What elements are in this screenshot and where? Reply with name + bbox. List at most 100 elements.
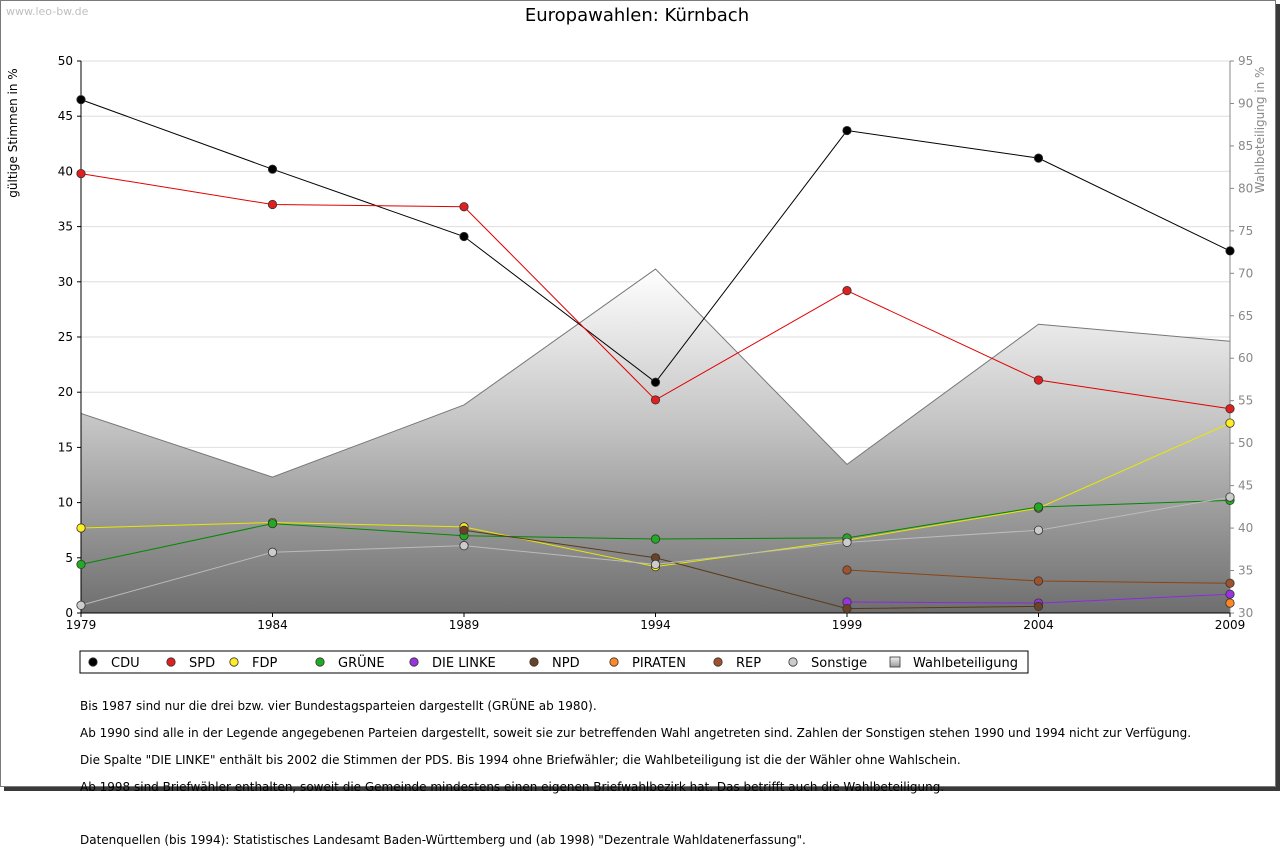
y2-tick-label: 35 xyxy=(1238,564,1253,578)
y2-tick-label: 40 xyxy=(1238,521,1253,535)
data-point-gr-ne xyxy=(650,534,661,544)
data-point-sonstige xyxy=(650,559,661,570)
data-point-sonstige xyxy=(459,541,469,551)
y2-tick-label: 55 xyxy=(1238,394,1253,408)
note-line: Ab 1998 sind Briefwähler enthalten, sowe… xyxy=(80,779,945,794)
y-tick-label: 35 xyxy=(58,220,73,234)
x-tick-label: 1979 xyxy=(66,618,97,632)
legend-label-die-linke: DIE LINKE xyxy=(432,656,496,671)
data-point-spd xyxy=(1225,404,1235,414)
x-tick-label: 2009 xyxy=(1215,618,1246,632)
data-point-sonstige xyxy=(267,547,278,557)
x-tick-label: 1999 xyxy=(832,618,863,632)
y-tick-label: 10 xyxy=(58,496,73,510)
y-tick-label: 15 xyxy=(58,440,73,454)
data-point-npd xyxy=(1033,601,1044,611)
x-tick-label: 1989 xyxy=(449,618,480,632)
chart: www.leo-bw.de Europawahlen: Kürnbach 0 5 1… xyxy=(6,5,1267,674)
data-point-spd xyxy=(650,395,661,405)
y-tick-label: 25 xyxy=(58,330,73,344)
legend-swatch-die-linke xyxy=(409,657,419,667)
notes: Bis 1987 sind nur die drei bzw. vier Bun… xyxy=(80,687,1260,861)
y-tick-label: 5 xyxy=(65,551,73,565)
x-tick-label: 1994 xyxy=(640,618,671,632)
legend-swatch-piraten xyxy=(609,657,619,667)
y2-tick-label: 30 xyxy=(1238,606,1253,620)
legend-swatch-wahlbeteiligung xyxy=(889,656,901,668)
legend-swatch-sonstige xyxy=(788,657,798,667)
data-point-cdu xyxy=(459,231,469,242)
data-point-spd xyxy=(1033,375,1044,385)
data-point-npd xyxy=(459,525,469,535)
data-point-spd xyxy=(76,169,86,179)
data-point-cdu xyxy=(1225,246,1235,256)
axes: 0 5 10 15 20 25 30 35 40 45 50 30 35 40 45 50 55 60 65 70 75… xyxy=(58,54,1254,632)
y2-tick-label: 50 xyxy=(1238,436,1253,450)
y2-tick-label: 85 xyxy=(1238,139,1253,153)
y-tick-label: 20 xyxy=(58,385,73,399)
y-tick-label: 45 xyxy=(58,109,73,123)
data-point-sonstige xyxy=(76,600,86,610)
y2-tick-label: 70 xyxy=(1238,266,1253,280)
x-tick-label: 2004 xyxy=(1023,618,1054,632)
y-tick-label: 50 xyxy=(58,54,73,68)
data-point-fdp xyxy=(76,523,86,533)
y-tick-label: 40 xyxy=(58,164,73,178)
data-point-rep xyxy=(1033,576,1044,586)
y2-tick-label: 45 xyxy=(1238,479,1253,493)
data-point-piraten xyxy=(1225,598,1235,608)
turnout-area-fill xyxy=(81,269,1230,613)
y2-tick-label: 90 xyxy=(1238,96,1253,110)
y2-tick-label: 60 xyxy=(1238,351,1253,365)
legend-swatch-cdu xyxy=(88,657,98,667)
note-line: Ab 1990 sind alle in der Legende angegeb… xyxy=(80,726,1192,741)
data-point-sonstige xyxy=(1033,525,1044,535)
legend-swatch-spd xyxy=(166,657,176,667)
x-tick-label: 1984 xyxy=(257,618,288,632)
legend-label-spd: SPD xyxy=(189,656,215,671)
y-axis-title: gültige Stimmen in % xyxy=(6,68,20,197)
legend-swatch-npd xyxy=(529,657,539,667)
data-point-gr-ne xyxy=(76,559,86,570)
data-point-spd xyxy=(267,199,278,210)
y-tick-label: 30 xyxy=(58,275,73,289)
data-point-npd xyxy=(842,603,852,614)
legend-label-cdu: CDU xyxy=(111,656,140,671)
data-point-cdu xyxy=(267,164,278,174)
data-point-cdu xyxy=(842,125,852,136)
legend-label-wahlbeteiligung: Wahlbeteiligung xyxy=(913,656,1018,671)
data-sources: Datenquellen (bis 1994): Statistisches L… xyxy=(80,833,806,848)
legend-swatch-fdp xyxy=(229,657,239,667)
data-point-gr-ne xyxy=(267,518,278,529)
legend-swatch-gr-ne xyxy=(315,657,325,667)
data-point-cdu xyxy=(1033,153,1044,163)
series-line-npd xyxy=(463,529,1039,610)
y2-tick-label: 80 xyxy=(1238,181,1253,195)
legend-label-fdp: FDP xyxy=(252,656,277,671)
data-point-gr-ne xyxy=(1033,502,1044,512)
data-point-sonstige xyxy=(842,537,852,547)
legend-swatch-rep xyxy=(713,657,723,667)
series-markers xyxy=(76,95,1235,614)
y2-tick-label: 65 xyxy=(1238,309,1253,323)
chart-title: Europawahlen: Kürnbach xyxy=(525,5,749,26)
data-point-spd xyxy=(459,202,469,212)
data-point-spd xyxy=(842,286,852,296)
note-line: Bis 1987 sind nur die drei bzw. vier Bun… xyxy=(80,699,597,714)
legend-label-gr-ne: GRÜNE xyxy=(338,654,385,671)
legend-label-sonstige: Sonstige xyxy=(811,656,867,671)
turnout-area xyxy=(80,268,1231,613)
data-point-sonstige xyxy=(1225,492,1235,502)
legend-box xyxy=(79,650,1029,674)
data-point-rep xyxy=(1225,578,1235,588)
data-point-cdu xyxy=(76,95,86,105)
turnout-line xyxy=(80,268,1231,478)
legend-label-rep: REP xyxy=(736,656,761,671)
watermark: www.leo-bw.de xyxy=(6,5,89,18)
data-point-cdu xyxy=(650,377,661,387)
data-point-die-linke xyxy=(1225,589,1235,599)
legend-label-npd: NPD xyxy=(552,656,580,671)
legend-label-piraten: PIRATEN xyxy=(632,656,686,671)
y-tick-label: 0 xyxy=(65,606,73,620)
y2-tick-label: 95 xyxy=(1238,54,1253,68)
